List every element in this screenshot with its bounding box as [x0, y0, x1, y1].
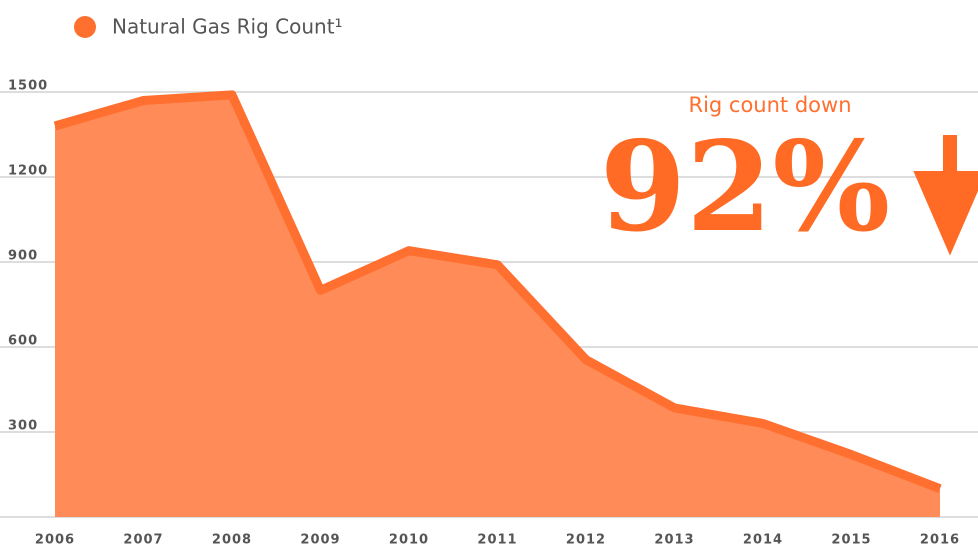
x-tick-label: 2014	[743, 533, 783, 548]
x-tick-label: 2008	[212, 533, 252, 548]
line	[53, 90, 942, 493]
x-tick-label: 2010	[389, 533, 429, 548]
y-tick-label: 1500	[8, 79, 48, 94]
x-tick-label: 2015	[831, 533, 871, 548]
y-tick-label: 900	[8, 249, 38, 264]
x-tick-label: 2009	[300, 533, 340, 548]
annotation: Rig count down	[688, 93, 851, 117]
legend-swatch	[74, 16, 96, 38]
x-tick-label: 2013	[654, 533, 694, 548]
x-tick-label: 2006	[35, 533, 75, 548]
y-tick-label: 600	[8, 334, 38, 349]
y-tick-label: 1200	[8, 164, 48, 179]
x-tick-label: 2011	[477, 533, 517, 548]
x-tick-label: 2007	[123, 533, 163, 548]
plot	[53, 90, 942, 517]
down-arrow	[913, 135, 978, 256]
y-tick-label: 300	[8, 419, 38, 434]
x-tick-label: 2012	[566, 533, 606, 548]
legend-label: Natural Gas Rig Count¹	[112, 15, 343, 39]
annotation-big: 92%	[600, 115, 890, 260]
x-tick-label: 2016	[920, 533, 960, 548]
